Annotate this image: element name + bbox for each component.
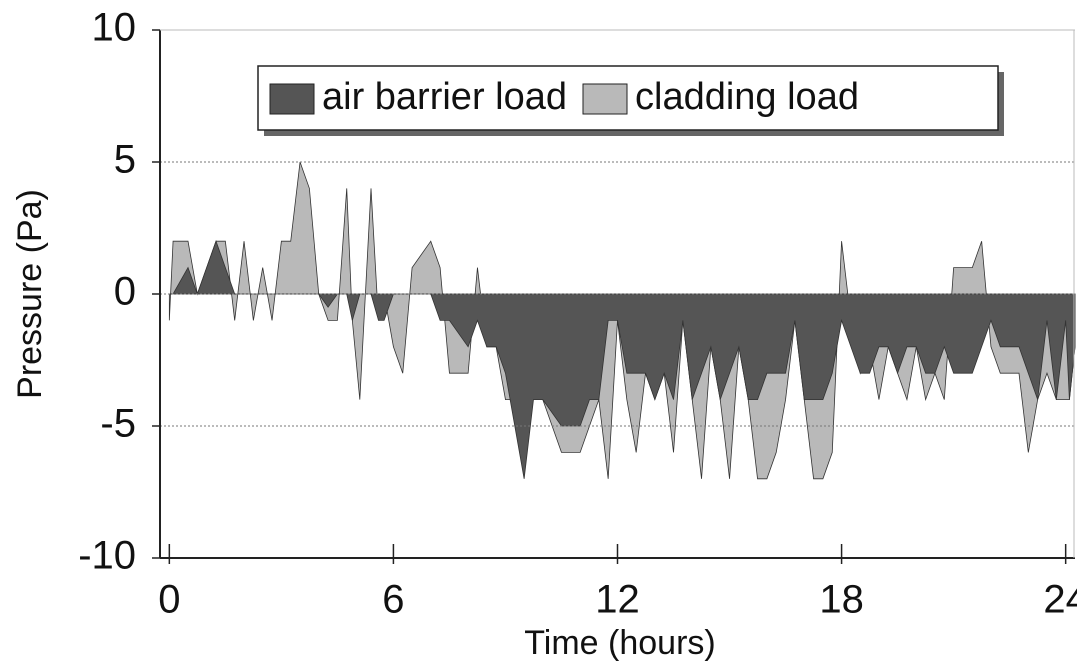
x-tick-label: 18 (819, 578, 864, 622)
x-tick-label: 12 (595, 578, 640, 622)
legend-box (257, 65, 999, 131)
x-tick-label: 24 (1043, 578, 1077, 622)
x-tick-label: 6 (382, 578, 404, 622)
y-tick-label: -5 (100, 402, 136, 446)
legend-label: air barrier load (322, 76, 567, 118)
legend-swatch (269, 83, 315, 115)
y-tick-label: 0 (114, 270, 136, 314)
x-axis-title: Time (hours) (524, 624, 715, 662)
area (169, 240, 1076, 479)
legend-swatch (582, 83, 628, 115)
y-tick-label: 5 (114, 138, 136, 182)
legend-label: cladding load (635, 76, 859, 118)
y-tick-label: 10 (92, 6, 137, 50)
y-tick-label: -10 (78, 534, 136, 578)
x-tick-label: 0 (158, 578, 180, 622)
y-axis-title: Pressure (Pa) (11, 189, 49, 399)
